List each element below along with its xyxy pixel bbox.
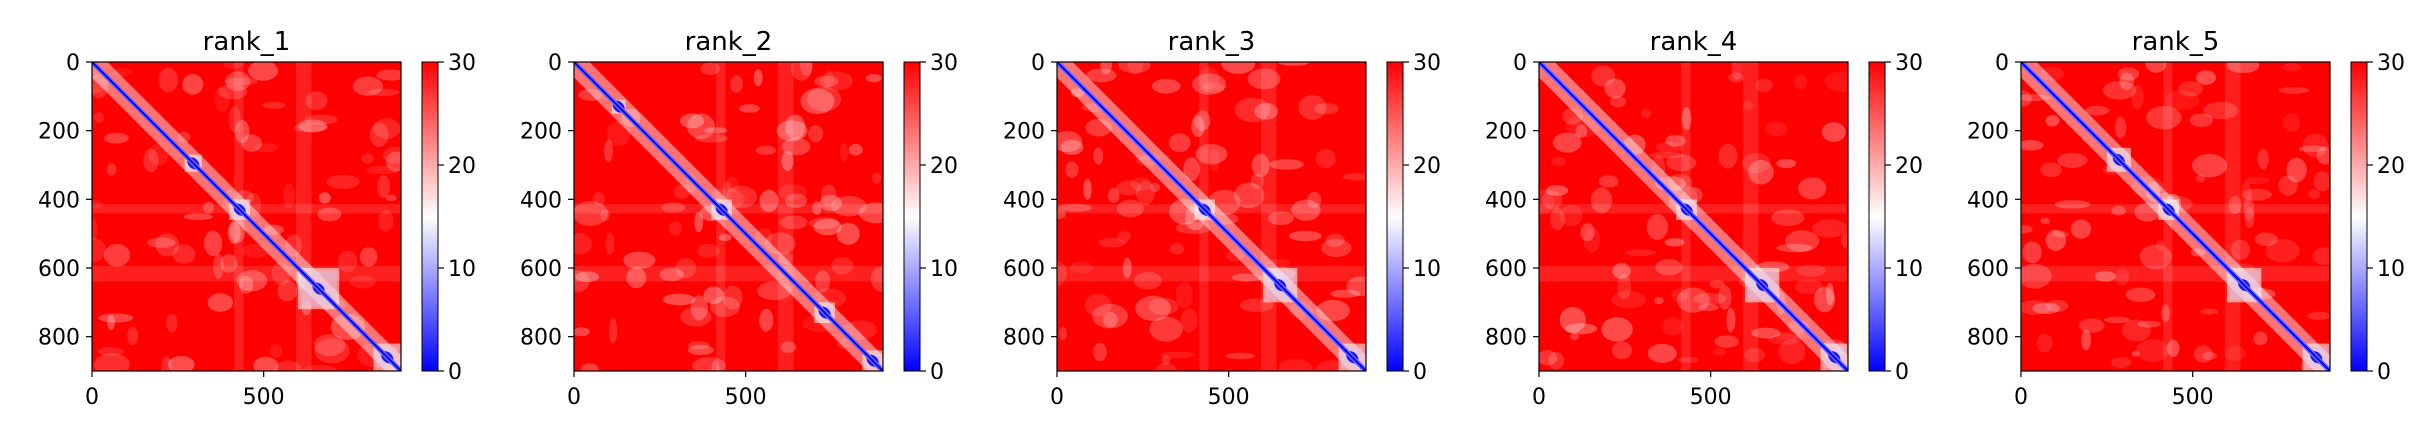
heatmap-panel-4: rank_4 0 200 400 600 800 0 500 0 10 20 30 [1485,27,1923,410]
heatmap-panel-5: rank_5 0 200 400 600 800 0 500 0 10 20 30 [1967,27,2405,410]
colorbar-tick-label: 10 [930,257,958,282]
x-tick-label: 0 [1532,385,1546,410]
heatmap-image [2021,62,2330,371]
colorbar-tick-label: 0 [448,360,462,385]
colorbar: 0 10 20 30 [2350,51,2405,385]
y-tick-label: 800 [1485,326,1527,351]
axes-frame [2020,61,2331,372]
colorbar-tick-label: 30 [930,51,958,76]
diagonal-line [92,62,401,371]
y-tick-label: 0 [1031,51,1045,76]
y-tick-label: 600 [1003,257,1045,282]
colorbar: 0 10 20 30 [421,51,476,385]
x-tick-label: 500 [1690,385,1732,410]
y-tick-label: 800 [1003,326,1045,351]
heatmap-image [574,62,883,371]
colorbar-tick-label: 20 [1413,154,1441,179]
axes-frame [1538,61,1849,372]
y-tick-label: 200 [1003,120,1045,145]
colorbar-gradient [903,61,921,372]
y-tick-label: 200 [520,120,562,145]
colorbar-gradient [2350,61,2368,372]
colorbar-tick-label: 30 [1413,51,1441,76]
panel-title: rank_2 [685,27,773,57]
diagonal-line [574,62,883,371]
x-tick-label: 0 [85,385,99,410]
colorbar-tick-label: 20 [1895,154,1923,179]
colorbar-tick-label: 20 [2377,154,2405,179]
colorbar: 0 10 20 30 [1868,51,1923,385]
colorbar-tick-label: 0 [1413,360,1427,385]
x-tick-label: 0 [1050,385,1064,410]
y-tick-label: 600 [520,257,562,282]
panel-title: rank_3 [1168,27,1256,57]
colorbar-tick-label: 30 [2377,51,2405,76]
heatmap-panel-1: rank_1 0 200 400 600 800 0 500 0 10 20 30 [38,27,476,410]
panel-title: rank_5 [2132,27,2220,57]
y-tick-label: 600 [38,257,80,282]
colorbar: 0 10 20 30 [903,51,958,385]
y-tick-label: 600 [1485,257,1527,282]
colorbar-gradient [1386,61,1404,372]
axes-frame [573,61,884,372]
y-tick-label: 400 [1485,188,1527,213]
y-tick-label: 800 [38,326,80,351]
colorbar-tick-label: 30 [448,51,476,76]
colorbar-tick-label: 0 [2377,360,2391,385]
y-tick-label: 800 [520,326,562,351]
y-tick-label: 600 [1967,257,2009,282]
colorbar-gradient [421,61,439,372]
x-tick-label: 500 [243,385,285,410]
colorbar: 0 10 20 30 [1386,51,1441,385]
x-tick-label: 500 [1208,385,1250,410]
axes-frame [1056,61,1367,372]
y-tick-label: 200 [1967,120,2009,145]
colorbar-tick-label: 30 [1895,51,1923,76]
colorbar-tick-label: 10 [1413,257,1441,282]
colorbar-tick-label: 20 [448,154,476,179]
colorbar-tick-label: 20 [930,154,958,179]
heatmap-panel-3: rank_3 0 200 400 600 800 0 500 0 10 20 30 [1003,27,1441,410]
y-tick-label: 200 [1485,120,1527,145]
colorbar-tick-label: 10 [448,257,476,282]
diagonal-line [1539,62,1848,371]
x-tick-label: 0 [2014,385,2028,410]
diagonal-line [1057,62,1366,371]
colorbar-tick-label: 10 [1895,257,1923,282]
x-tick-label: 500 [2172,385,2214,410]
y-tick-label: 0 [1513,51,1527,76]
y-tick-label: 0 [66,51,80,76]
y-tick-label: 200 [38,120,80,145]
colorbar-tick-label: 10 [2377,257,2405,282]
heatmap-panel-2: rank_2 0 200 400 600 800 0 500 0 10 20 30 [520,27,958,410]
colorbar-gradient [1868,61,1886,372]
diagonal-line [2021,62,2330,371]
heatmap-image [1057,62,1366,371]
x-tick-label: 500 [725,385,767,410]
y-tick-label: 400 [1003,188,1045,213]
y-tick-label: 400 [38,188,80,213]
y-tick-label: 400 [520,188,562,213]
y-tick-label: 800 [1967,326,2009,351]
colorbar-tick-label: 0 [1895,360,1909,385]
y-tick-label: 0 [548,51,562,76]
x-tick-label: 0 [567,385,581,410]
heatmap-image [1539,62,1848,371]
y-tick-label: 0 [1995,51,2009,76]
axes-frame [91,61,402,372]
y-tick-label: 400 [1967,188,2009,213]
colorbar-tick-label: 0 [930,360,944,385]
heatmap-texture [574,62,883,371]
heatmap-image [92,62,401,371]
panel-title: rank_1 [203,27,291,57]
panel-title: rank_4 [1650,27,1738,57]
